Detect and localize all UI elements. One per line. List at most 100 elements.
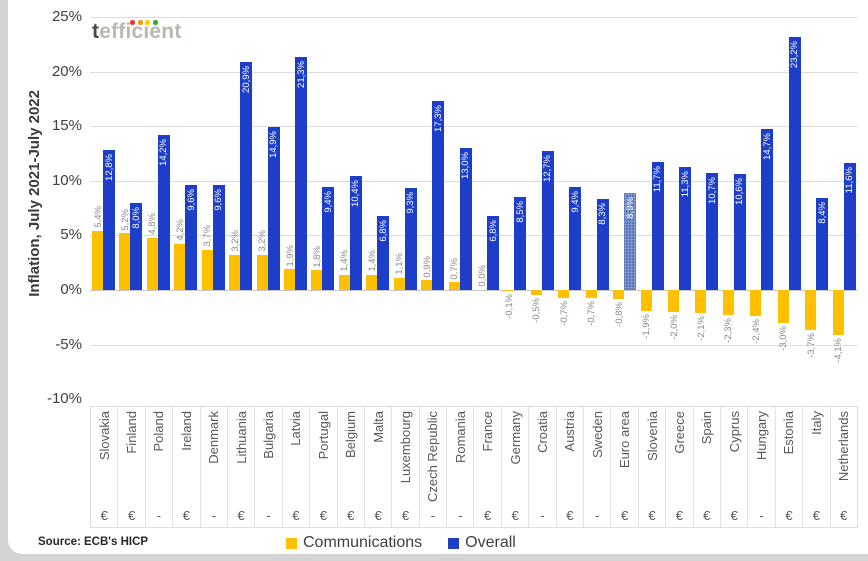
legend-item-communications: Communications	[286, 534, 422, 552]
category-cell: Bulgaria -	[255, 407, 283, 527]
category-cell: Belgium €	[338, 407, 365, 527]
y-tick-label: 5%	[60, 226, 82, 244]
y-tick-label: 15%	[51, 117, 82, 135]
category-cell: Denmark -	[201, 407, 228, 527]
overall-value-label: 8,3%	[597, 203, 609, 226]
currency-indicator: €	[785, 507, 793, 523]
category-cell: Spain €	[694, 407, 721, 527]
communications-bar	[640, 290, 652, 311]
communications-value-label: -0,7%	[558, 300, 570, 326]
category-name-wrap: Estonia	[781, 407, 797, 503]
logo-text-rest: efficient	[99, 20, 182, 43]
category-name-wrap: Spain	[699, 407, 714, 503]
overall-bar	[212, 185, 225, 290]
currency-indicator: €	[401, 507, 410, 523]
category-name-wrap: Sweden	[590, 407, 605, 503]
overall-value-label: 9,6%	[185, 189, 197, 211]
overall-bar	[569, 187, 582, 290]
communications-value-label: 1,9%	[284, 244, 296, 267]
chart-card: tefficient Inflation, July 2021-July 202…	[8, 0, 868, 554]
category-name-wrap: Portugal	[315, 407, 331, 503]
category-name-wrap: Poland	[151, 407, 166, 503]
category-name-wrap: Lithuania	[233, 407, 249, 503]
overall-bar	[651, 162, 664, 290]
overall-value-label: 9,6%	[213, 189, 225, 211]
communications-bar	[119, 233, 131, 290]
overall-bar	[679, 166, 691, 290]
communications-value-label: 0,9%	[421, 255, 433, 278]
overall-value-label: 10,4%	[350, 180, 362, 208]
category-cell: Ireland €	[173, 407, 201, 527]
overall-bar	[377, 215, 390, 290]
overall-value-label: 8,9%	[624, 196, 636, 219]
category-cell: Cyprus €	[721, 407, 749, 527]
overall-bar	[459, 148, 472, 290]
communications-value-label: 0,0%	[476, 265, 488, 287]
y-tick-label: 20%	[51, 62, 82, 80]
currency-indicator: €	[511, 507, 519, 523]
source-note: Source: ECB's HICP	[38, 536, 149, 548]
category-name-wrap: Bulgaria	[261, 407, 276, 503]
category-name: Latvia	[288, 411, 304, 446]
category-name: Estonia	[781, 411, 797, 455]
category-cell: Croatia -	[529, 407, 557, 527]
category-name-wrap: Germany	[508, 407, 523, 503]
currency-indicator: €	[319, 507, 327, 523]
category-name: Luxembourg	[397, 411, 413, 484]
category-name-wrap: Denmark	[206, 407, 221, 503]
communications-bar	[750, 290, 762, 317]
overall-value-label: 9,4%	[569, 191, 581, 213]
overall-bar	[733, 174, 746, 290]
category-cell: Slovenia €	[639, 407, 667, 527]
category-name-wrap: Greece	[672, 407, 687, 503]
gridline-10%	[90, 180, 858, 182]
category-name-wrap: Euro area	[617, 407, 632, 503]
y-tick-label: 10%	[51, 171, 82, 189]
communications-value-label: 4,8%	[147, 212, 159, 235]
communications-value-label: 4,2%	[174, 219, 186, 242]
category-name: Ireland	[178, 411, 194, 451]
category-name-wrap: Italy	[809, 407, 824, 503]
currency-indicator: €	[840, 507, 848, 523]
communications-bar	[530, 290, 542, 296]
overall-value-label: 8,4%	[816, 202, 828, 224]
category-name-wrap: Hungary	[754, 407, 769, 503]
category-cell: Hungary -	[748, 407, 776, 527]
category-name-wrap: Cyprus	[726, 407, 742, 503]
overall-value-label: 6,8%	[487, 219, 499, 242]
overall-value-label: 14,9%	[268, 131, 280, 159]
overall-bar	[432, 101, 445, 290]
category-name: Cyprus	[726, 411, 742, 453]
currency-indicator: €	[812, 507, 820, 523]
gridline-20%	[90, 71, 858, 73]
category-name-wrap: Latvia	[288, 407, 304, 503]
communications-bar	[448, 282, 460, 290]
category-name: Portugal	[315, 411, 331, 460]
logo-dot-yellow-icon	[145, 20, 150, 25]
communications-bar	[722, 290, 734, 316]
category-name: Netherlands	[836, 411, 852, 482]
communications-value-label: -2,0%	[668, 314, 680, 340]
overall-bar	[157, 134, 170, 290]
category-cell: Malta €	[365, 407, 393, 527]
currency-indicator: -	[156, 507, 162, 523]
currency-indicator: -	[430, 507, 436, 523]
currency-indicator: €	[484, 507, 492, 523]
category-name: Slovenia	[644, 411, 660, 461]
communications-bar	[174, 244, 186, 290]
category-name-wrap: Luxembourg	[397, 407, 413, 503]
communications-bar	[805, 290, 817, 331]
category-name-wrap: Netherlands	[836, 407, 852, 503]
y-tick-label: 25%	[51, 8, 82, 25]
currency-indicator: €	[621, 507, 629, 523]
legend-swatch-icon	[286, 537, 297, 549]
communications-value-label: -2,3%	[723, 318, 735, 343]
overall-value-label: 10,6%	[734, 178, 746, 206]
category-name: Lithuania	[233, 411, 249, 464]
currency-indicator: -	[759, 507, 764, 523]
overall-bar	[843, 163, 856, 290]
communications-bar	[832, 290, 844, 335]
communications-value-label: 3,2%	[229, 230, 241, 253]
category-cell: Greece €	[666, 407, 694, 527]
